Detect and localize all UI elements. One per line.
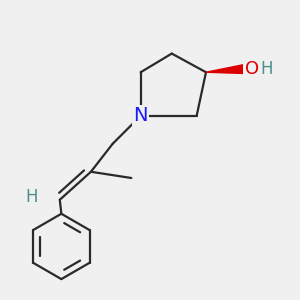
Polygon shape xyxy=(206,65,244,74)
Text: N: N xyxy=(134,106,148,125)
Text: O: O xyxy=(245,60,259,78)
Text: H: H xyxy=(260,60,273,78)
Text: H: H xyxy=(26,188,38,206)
